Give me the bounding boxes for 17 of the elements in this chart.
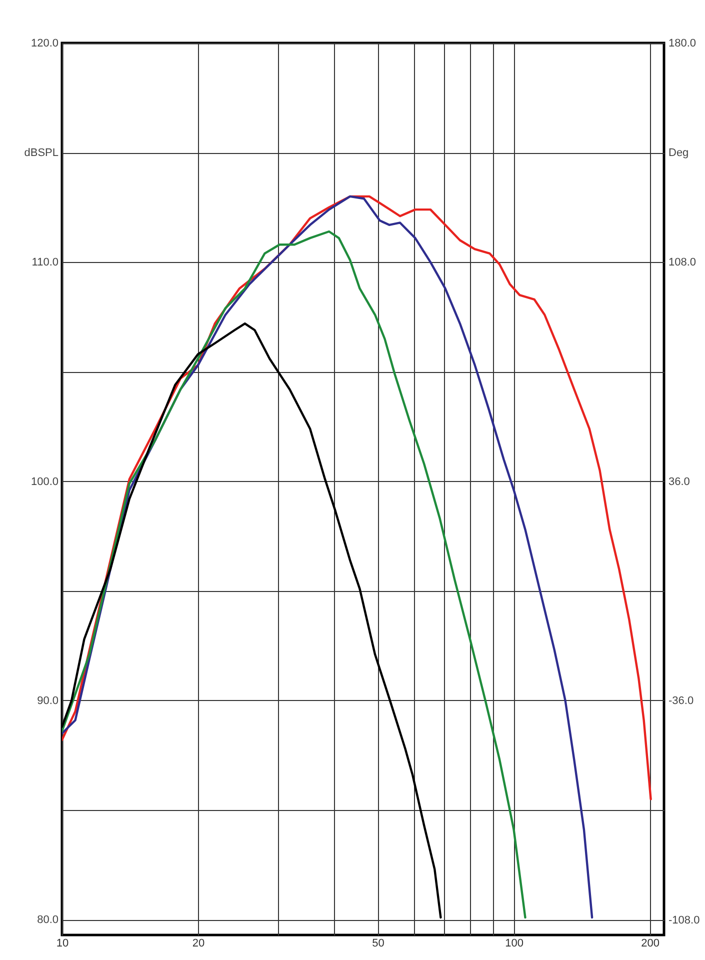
y-tick-label: 110.0: [32, 256, 58, 269]
y2-axis-title: Deg: [668, 147, 689, 160]
y-axis-title: dBSPL: [24, 147, 58, 160]
x-tick-label: 10: [56, 938, 69, 950]
x-tick-label: 100: [505, 938, 524, 950]
y-tick-label: 80.0: [37, 914, 58, 926]
y-tick-label: 100.0: [30, 476, 58, 488]
y2-tick-label: 180.0: [668, 38, 696, 50]
x-tick-label: 20: [192, 938, 205, 950]
y-tick-label: 90.0: [37, 694, 58, 707]
y2-tick-label: 36.0: [668, 476, 690, 488]
y2-tick-label: 108.0: [668, 256, 696, 269]
y2-tick-label: -108.0: [668, 914, 700, 926]
y-tick-label: 120.0: [30, 38, 58, 50]
x-tick-label: 50: [372, 938, 384, 950]
x-tick-label: 200: [641, 938, 660, 950]
y2-tick-label: -36.0: [668, 695, 694, 708]
